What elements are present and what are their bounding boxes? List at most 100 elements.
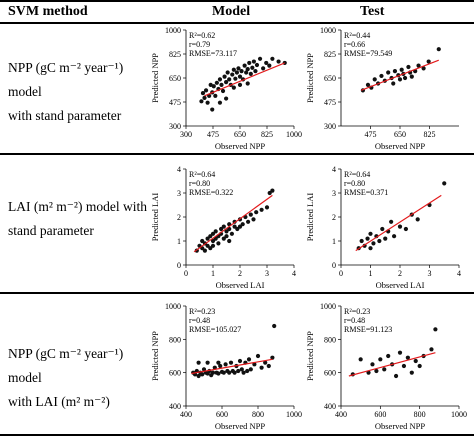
data-point: [232, 370, 237, 375]
data-point: [246, 219, 251, 224]
y-tick-label: 1000: [165, 26, 181, 35]
data-point: [358, 357, 363, 362]
scatter-chart-0: 300 475 650 825 1000 300 475 650 825 1000 Observed…: [150, 26, 302, 151]
scatter-chart-3: 0 1 2 3 4 0 1 2 3 4 Observed LAI Predicted LAI R²=0.…: [305, 165, 461, 290]
y-tick-label: 1: [332, 237, 336, 246]
stats-annotation-1: r=0.48: [189, 316, 210, 325]
data-point: [224, 234, 229, 239]
data-point: [374, 368, 379, 374]
data-point: [196, 360, 201, 365]
data-point: [245, 66, 250, 72]
y-axis-label: Predicted NPP: [150, 53, 160, 103]
data-point: [264, 60, 269, 66]
data-point: [216, 360, 221, 365]
x-tick-label: 400: [180, 410, 192, 419]
data-point: [221, 224, 226, 229]
trend-line: [204, 62, 285, 97]
data-point: [203, 88, 209, 93]
table-top-rule: [0, 0, 474, 2]
row1-desc-line1: NPP (gC m⁻² year⁻¹) model: [8, 60, 124, 99]
x-tick-label: 800: [252, 410, 264, 419]
data-point: [232, 224, 237, 229]
y-tick-label: 0: [177, 261, 181, 270]
data-point: [386, 353, 391, 359]
data-point: [257, 56, 263, 61]
data-point: [221, 370, 226, 375]
y-tick-label: 4: [177, 165, 181, 174]
y-tick-label: 300: [169, 122, 181, 131]
scatter-chart-1: 475 650 825 300 475 650 825 1000 Observed NPP Pre…: [305, 26, 459, 151]
data-point: [416, 63, 421, 68]
x-tick-label: 3: [428, 269, 432, 278]
data-point: [397, 77, 403, 82]
y-axis-label: Predicted NPP: [150, 331, 160, 381]
table-bottom-rule: [0, 434, 474, 436]
x-tick-label: 600: [374, 410, 386, 419]
x-tick-label: 4: [292, 269, 296, 278]
data-point: [219, 226, 224, 232]
row2-desc-line1: LAI (m² m⁻²) model with: [8, 199, 147, 214]
data-point: [220, 88, 226, 94]
data-point: [368, 231, 373, 236]
data-point: [228, 360, 234, 365]
x-tick-label: 300: [180, 130, 192, 139]
data-point: [230, 72, 235, 77]
data-point: [248, 71, 253, 76]
header-rule: [0, 22, 474, 24]
row1-rule: [0, 153, 474, 155]
y-tick-label: 1: [177, 237, 181, 246]
data-point: [200, 238, 205, 244]
row3-description: NPP (gC m⁻² year⁻¹) model with LAI (m² m…: [8, 342, 158, 414]
data-point: [242, 63, 247, 68]
data-point: [246, 357, 252, 362]
data-point: [210, 370, 216, 375]
data-point: [239, 69, 244, 74]
data-point: [201, 367, 207, 372]
y-tick-label: 400: [324, 402, 336, 411]
data-point: [217, 100, 223, 105]
data-point: [254, 62, 260, 68]
y-tick-label: 0: [332, 261, 336, 270]
y-tick-label: 4: [332, 165, 336, 174]
data-point: [248, 212, 253, 217]
x-tick-label: 475: [365, 130, 377, 139]
data-point: [210, 231, 216, 236]
y-tick-label: 800: [324, 335, 336, 344]
y-tick-label: 650: [324, 74, 336, 83]
data-point: [386, 70, 391, 75]
x-tick-label: 1: [211, 269, 215, 278]
y-tick-label: 3: [332, 189, 336, 198]
data-point: [415, 217, 420, 222]
x-tick-label: 0: [339, 269, 343, 278]
data-point: [200, 90, 206, 96]
row1-description: NPP (gC m⁻² year⁻¹) model with stand par…: [8, 56, 158, 128]
x-axis-label: Observed NPP: [375, 421, 426, 431]
data-point: [229, 231, 234, 236]
data-point: [379, 73, 384, 79]
data-point: [392, 69, 398, 74]
x-tick-label: 2: [238, 269, 242, 278]
data-point: [421, 66, 426, 71]
data-point: [211, 84, 216, 89]
data-point: [237, 358, 243, 364]
data-point: [276, 59, 281, 64]
data-point: [372, 77, 377, 82]
stats-annotation-2: RMSE=79.549: [344, 49, 392, 58]
row1-desc-line2: with stand parameter: [8, 108, 122, 123]
data-point: [417, 363, 422, 369]
data-point: [224, 96, 229, 101]
scatter-chart-4: 400 600 800 1000 400 600 800 1000 Observed NPP Pr…: [150, 302, 302, 431]
data-point: [252, 362, 257, 367]
data-point: [234, 70, 240, 75]
data-point: [380, 226, 385, 232]
y-tick-label: 300: [324, 122, 336, 131]
data-point: [210, 238, 216, 244]
data-point: [235, 226, 240, 232]
data-point: [237, 224, 243, 229]
data-point: [213, 93, 218, 98]
y-tick-label: 475: [324, 98, 336, 107]
data-point: [241, 370, 246, 375]
data-point: [231, 85, 236, 90]
data-point: [210, 107, 215, 112]
y-tick-label: 400: [169, 402, 181, 411]
